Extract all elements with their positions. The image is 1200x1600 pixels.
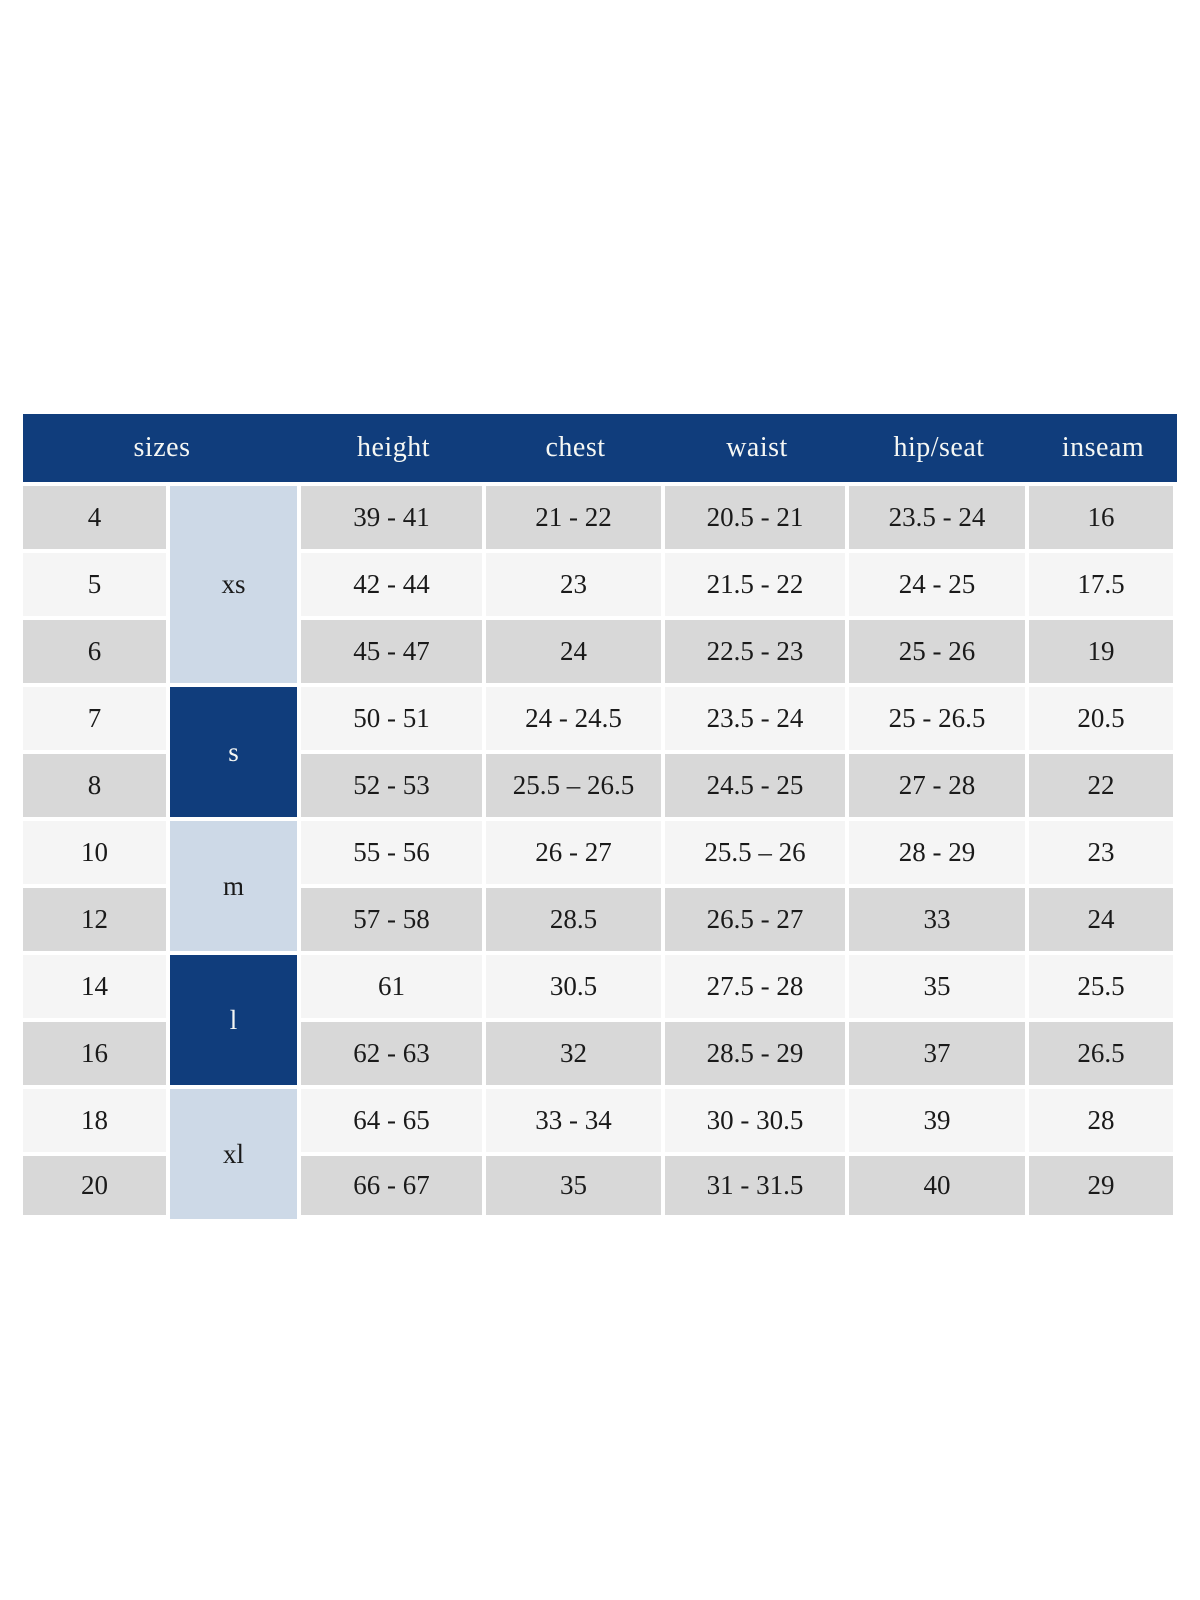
size-cell: 4: [23, 482, 170, 549]
waist-cell: 27.5 - 28: [665, 951, 849, 1018]
inseam-cell: 19: [1029, 616, 1177, 683]
size-cell: 8: [23, 750, 170, 817]
chest-cell: 30.5: [486, 951, 665, 1018]
waist-cell: 24.5 - 25: [665, 750, 849, 817]
inseam-cell: 17.5: [1029, 549, 1177, 616]
hip-seat-cell: 27 - 28: [849, 750, 1029, 817]
table-row: 5 42 - 44 23 21.5 - 22 24 - 25 17.5: [23, 549, 1177, 616]
hip-seat-cell: 24 - 25: [849, 549, 1029, 616]
column-header-hip-seat: hip/seat: [849, 414, 1029, 482]
size-group-cell-xs: xs: [170, 482, 301, 683]
height-cell: 42 - 44: [301, 549, 486, 616]
chest-cell: 24 - 24.5: [486, 683, 665, 750]
chest-cell: 24: [486, 616, 665, 683]
table-row: 7 s 50 - 51 24 - 24.5 23.5 - 24 25 - 26.…: [23, 683, 1177, 817]
size-cell: 6: [23, 616, 170, 683]
inseam-cell: 26.5: [1029, 1018, 1177, 1085]
chest-cell: 25.5 – 26.5: [486, 750, 665, 817]
hip-seat-cell: 39: [849, 1085, 1029, 1152]
column-header-height: height: [301, 414, 486, 482]
table-row: 18 xl 64 - 65 33 - 34 30 - 30.5 39 28: [23, 1085, 1177, 1219]
height-cell: 64 - 65: [301, 1085, 486, 1152]
height-cell: 62 - 63: [301, 1018, 486, 1085]
table-row: 4 xs 39 - 41 21 - 22 20.5 - 21 23.5 - 24…: [23, 482, 1177, 683]
chest-cell: 32: [486, 1018, 665, 1085]
table-row: 20 66 - 67 35 31 - 31.5 40 29: [23, 1152, 1177, 1219]
hip-seat-cell: 33: [849, 884, 1029, 951]
table-row: 6 45 - 47 24 22.5 - 23 25 - 26 19: [23, 616, 1177, 683]
table-row: 12 57 - 58 28.5 26.5 - 27 33 24: [23, 884, 1177, 951]
size-group-cell-m: m: [170, 817, 301, 951]
waist-cell: 23.5 - 24: [665, 683, 849, 750]
waist-cell: 20.5 - 21: [665, 482, 849, 549]
waist-cell: 30 - 30.5: [665, 1085, 849, 1152]
inseam-cell: 24: [1029, 884, 1177, 951]
height-cell: 52 - 53: [301, 750, 486, 817]
column-header-inseam: inseam: [1029, 414, 1177, 482]
column-header-waist: waist: [665, 414, 849, 482]
height-cell: 50 - 51: [301, 683, 486, 750]
inseam-cell: 22: [1029, 750, 1177, 817]
hip-seat-cell: 37: [849, 1018, 1029, 1085]
height-cell: 45 - 47: [301, 616, 486, 683]
height-cell: 57 - 58: [301, 884, 486, 951]
size-cell: 12: [23, 884, 170, 951]
chest-cell: 28.5: [486, 884, 665, 951]
table-row: 16 62 - 63 32 28.5 - 29 37 26.5: [23, 1018, 1177, 1085]
size-group-cell-l: l: [170, 951, 301, 1085]
height-cell: 66 - 67: [301, 1152, 486, 1219]
inseam-cell: 28: [1029, 1085, 1177, 1152]
size-group-cell-s: s: [170, 683, 301, 817]
inseam-cell: 29: [1029, 1152, 1177, 1219]
size-group-cell-xl: xl: [170, 1085, 301, 1219]
size-cell: 20: [23, 1152, 170, 1219]
hip-seat-cell: 25 - 26.5: [849, 683, 1029, 750]
height-cell: 39 - 41: [301, 482, 486, 549]
inseam-cell: 25.5: [1029, 951, 1177, 1018]
size-cell: 18: [23, 1085, 170, 1152]
height-cell: 61: [301, 951, 486, 1018]
chest-cell: 26 - 27: [486, 817, 665, 884]
hip-seat-cell: 28 - 29: [849, 817, 1029, 884]
inseam-cell: 16: [1029, 482, 1177, 549]
hip-seat-cell: 23.5 - 24: [849, 482, 1029, 549]
chest-cell: 35: [486, 1152, 665, 1219]
column-header-chest: chest: [486, 414, 665, 482]
height-cell: 55 - 56: [301, 817, 486, 884]
waist-cell: 22.5 - 23: [665, 616, 849, 683]
header-row: sizes height chest waist hip/seat inseam: [23, 414, 1177, 482]
chest-cell: 21 - 22: [486, 482, 665, 549]
size-cell: 7: [23, 683, 170, 750]
chest-cell: 23: [486, 549, 665, 616]
waist-cell: 25.5 – 26: [665, 817, 849, 884]
size-cell: 10: [23, 817, 170, 884]
inseam-cell: 23: [1029, 817, 1177, 884]
table-row: 10 m 55 - 56 26 - 27 25.5 – 26 28 - 29 2…: [23, 817, 1177, 951]
hip-seat-cell: 25 - 26: [849, 616, 1029, 683]
hip-seat-cell: 35: [849, 951, 1029, 1018]
chest-cell: 33 - 34: [486, 1085, 665, 1152]
size-cell: 16: [23, 1018, 170, 1085]
size-chart-table: sizes height chest waist hip/seat inseam…: [23, 414, 1177, 1219]
waist-cell: 21.5 - 22: [665, 549, 849, 616]
waist-cell: 26.5 - 27: [665, 884, 849, 951]
size-cell: 14: [23, 951, 170, 1018]
column-header-sizes: sizes: [23, 414, 301, 482]
size-cell: 5: [23, 549, 170, 616]
table-row: 14 l 61 30.5 27.5 - 28 35 25.5: [23, 951, 1177, 1085]
table-row: 8 52 - 53 25.5 – 26.5 24.5 - 25 27 - 28 …: [23, 750, 1177, 817]
hip-seat-cell: 40: [849, 1152, 1029, 1219]
waist-cell: 28.5 - 29: [665, 1018, 849, 1085]
waist-cell: 31 - 31.5: [665, 1152, 849, 1219]
inseam-cell: 20.5: [1029, 683, 1177, 750]
